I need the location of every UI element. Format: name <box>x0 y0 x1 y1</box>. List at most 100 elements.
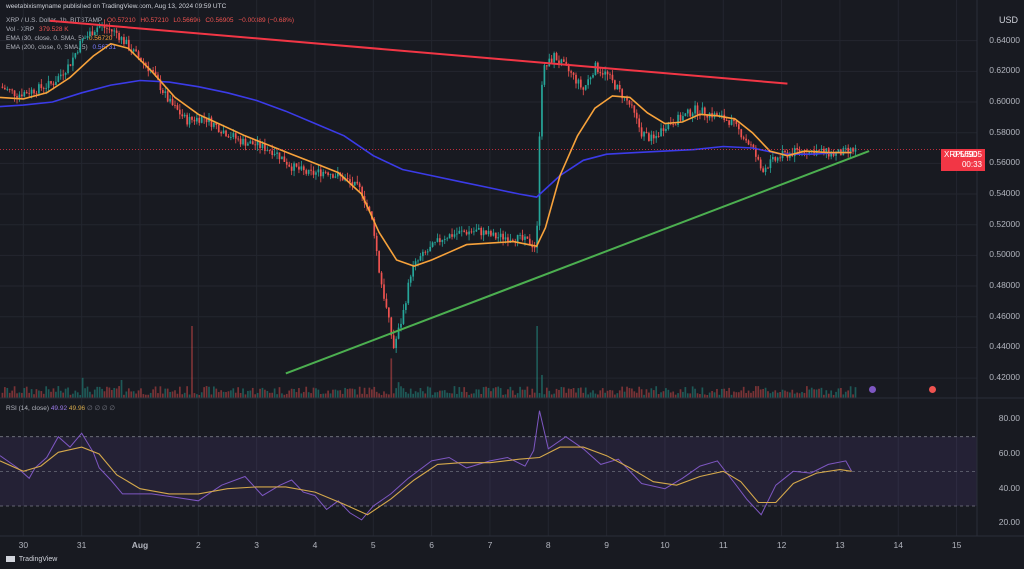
volume-bar <box>417 392 419 398</box>
volume-bar <box>84 388 86 398</box>
rsi-axis[interactable]: 20.00 40.00 60.00 80.00 <box>978 398 1020 536</box>
flag-icon[interactable] <box>869 386 876 393</box>
candle-body <box>361 186 363 197</box>
candle-body <box>222 130 225 134</box>
volume-bar <box>183 392 186 398</box>
candle-body <box>633 105 636 113</box>
volume-bar <box>494 387 497 398</box>
volume-bar <box>79 394 82 398</box>
candle-body <box>652 134 655 139</box>
volume-bar <box>769 393 772 398</box>
candle-body <box>436 238 439 242</box>
candle-body <box>460 230 463 232</box>
candle-body <box>21 94 23 97</box>
volume-bar <box>115 388 118 398</box>
volume-bar <box>317 389 320 398</box>
candle-body <box>47 81 50 88</box>
tradingview-brand[interactable]: TradingView <box>6 556 57 563</box>
volume-bar <box>759 389 762 398</box>
volume-bar <box>161 393 164 398</box>
volume-bar <box>849 386 852 398</box>
volume-legend[interactable]: Vol · XRP 379.528 K <box>6 26 72 33</box>
date-tick-label: 30 <box>18 540 29 550</box>
volume-bar <box>682 391 684 398</box>
candle-body <box>601 73 604 75</box>
volume-bar <box>268 392 271 398</box>
volume-bar <box>431 394 434 398</box>
volume-bar <box>293 389 295 398</box>
volume-bar <box>178 386 181 398</box>
candle-body <box>614 80 616 90</box>
currency-button[interactable]: USD <box>998 15 1018 25</box>
volume-bar <box>225 392 227 398</box>
volume-bar <box>42 393 45 398</box>
volume-bar <box>691 386 694 398</box>
rsi-legend[interactable]: RSI (14, close) 49.92 49.96 ∅ ∅ ∅ ∅ <box>6 404 115 412</box>
volume-bar <box>706 394 709 398</box>
candle-body <box>188 117 191 125</box>
candle-body <box>728 120 730 125</box>
candle-body <box>536 225 538 248</box>
candle-body <box>388 307 390 318</box>
volume-bar <box>737 392 740 398</box>
date-tick-label: 13 <box>835 540 845 550</box>
candle-body <box>689 109 692 117</box>
volume-bar <box>652 390 655 398</box>
candle-body <box>606 71 609 75</box>
volume-bar <box>239 392 242 398</box>
volume-bar <box>1 392 4 398</box>
volume-bar <box>754 386 757 398</box>
ema30-legend[interactable]: EMA (30, close, 0, SMA, 5) 0.56720 <box>6 35 115 42</box>
price-axis[interactable]: 0.42000 0.44000 0.46000 0.48000 0.50000 0.520… <box>978 0 1020 398</box>
rsi-tick-label: 80.00 <box>998 413 1020 424</box>
volume-bar <box>713 392 716 398</box>
volume-bar <box>511 390 514 398</box>
volume-bar <box>23 388 26 398</box>
volume-bar <box>580 387 582 398</box>
candle-body <box>42 88 45 89</box>
candle-body <box>186 114 188 125</box>
candle-body <box>509 239 512 242</box>
volume-bar <box>808 389 811 398</box>
candle-body <box>349 179 351 183</box>
candle-body <box>210 117 213 127</box>
candle-body <box>198 117 201 123</box>
calendar-event-icon[interactable] <box>929 386 936 393</box>
candle-body <box>183 114 186 117</box>
candle-body <box>293 163 295 171</box>
price-tick-label: 0.48000 <box>989 280 1020 291</box>
candle-body <box>327 172 329 175</box>
candle-body <box>178 109 181 115</box>
candle-body <box>76 52 79 54</box>
volume-value: 379.528 K <box>39 26 69 33</box>
candle-body <box>451 234 453 237</box>
ema200-label: EMA (200, close, 0, SMA, 5) <box>6 44 88 51</box>
candle-body <box>346 178 349 180</box>
date-tick-label: 6 <box>429 540 434 550</box>
candle-body <box>264 143 266 151</box>
volume-bar <box>426 386 429 398</box>
candle-body <box>502 233 504 240</box>
volume-bar <box>847 390 850 398</box>
date-tick-label: 15 <box>951 540 962 550</box>
volume-bar <box>835 391 837 398</box>
candles <box>1 19 857 353</box>
volume-bar <box>752 391 755 398</box>
volume-bar <box>264 389 266 398</box>
volume-bar <box>582 392 585 398</box>
candle-body <box>227 136 230 138</box>
volume-bar <box>519 386 521 398</box>
volume-bar <box>62 392 65 398</box>
candle-body <box>25 92 28 94</box>
price-tick-label: 0.44000 <box>989 341 1020 352</box>
candle-body <box>159 79 162 91</box>
date-axis[interactable]: 30 31 Aug 2 3 4 5 6 7 8 9 10 11 12 13 14 15 <box>0 535 980 555</box>
candle-body <box>329 174 332 176</box>
volume-bar <box>310 393 312 398</box>
candle-body <box>684 113 687 117</box>
candle-body <box>550 58 553 63</box>
volume-bar <box>132 391 135 398</box>
candle-body <box>259 141 261 148</box>
volume-bar <box>694 388 696 398</box>
